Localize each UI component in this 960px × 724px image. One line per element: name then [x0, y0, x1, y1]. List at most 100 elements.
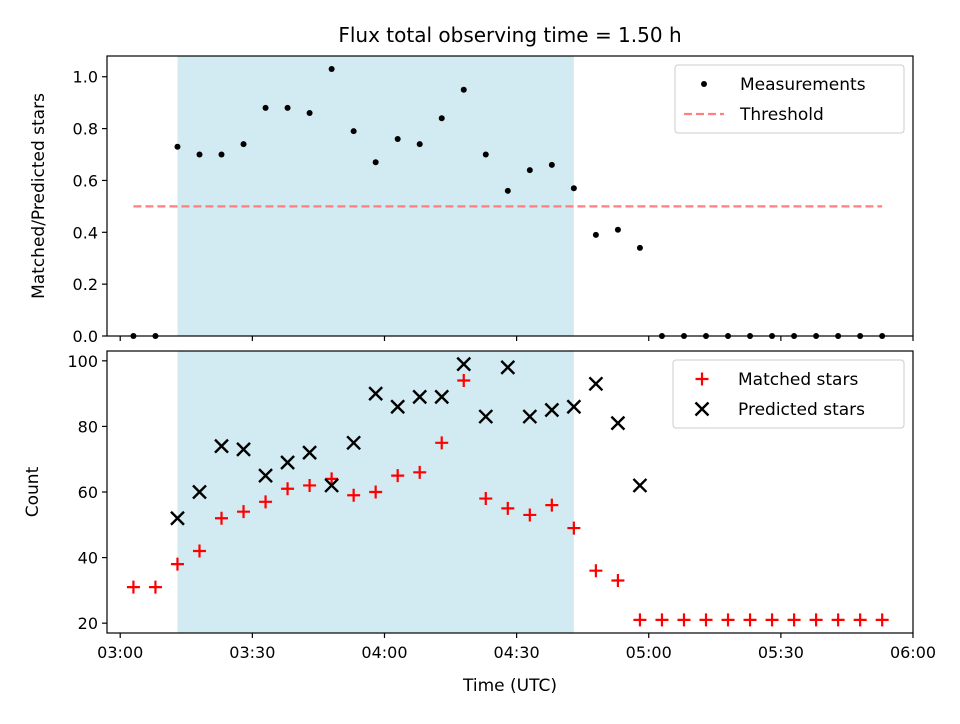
matched-star-point-stroke	[743, 613, 757, 627]
matched-star-point	[237, 505, 251, 519]
predicted-star-point-stroke	[478, 409, 494, 424]
legend-entry: Predicted stars	[694, 400, 865, 420]
legend-entry: Matched stars	[695, 370, 858, 390]
matched-star-point-stroke	[170, 557, 184, 571]
matched-star-point	[655, 613, 669, 627]
measurement-point	[328, 65, 335, 72]
y-tick-label: 1.0	[73, 68, 98, 87]
matched-star-point-stroke	[259, 495, 273, 509]
predicted-star-point-stroke	[236, 442, 251, 457]
matched-star-point	[413, 465, 427, 479]
predicted-star-point-stroke	[588, 376, 604, 392]
matched-star-point-stroke	[457, 374, 471, 388]
matched-star-point-stroke	[347, 488, 361, 502]
matched-star-point	[611, 574, 625, 588]
predicted-star-point	[544, 402, 560, 418]
matched-star-point-stroke	[215, 511, 229, 525]
predicted-star-point	[610, 415, 626, 431]
matched-star-point	[259, 495, 273, 509]
predicted-star-point-stroke	[302, 445, 317, 460]
count-panel: 03:00 03:30 04:00 04:30 05:00 05:30 06:00 20 40 6…	[23, 350, 936, 662]
matched-star-point-stroke	[809, 613, 823, 627]
measurement-point	[526, 167, 533, 174]
chart-title: Flux total observing time = 1.50 h	[338, 23, 681, 47]
measurement-point	[504, 187, 511, 194]
matched-star-point-stroke	[677, 613, 691, 627]
measurement-point	[394, 135, 401, 142]
matched-star-point-stroke	[787, 613, 801, 627]
measurement-point	[482, 151, 489, 158]
predicted-star-point-stroke	[500, 360, 516, 375]
measurement-point	[548, 161, 555, 168]
matched-star-point	[479, 492, 493, 506]
matched-star-point	[303, 478, 317, 492]
predicted-star-point	[258, 468, 273, 483]
predicted-star-point	[412, 389, 428, 405]
predicted-star-point	[214, 438, 229, 454]
ratio-panel: 0.0 0.2 0.4 0.6 0.8 1.0 Matched/Predicted star…	[29, 55, 914, 346]
measurement-point	[306, 110, 313, 117]
predicted-star-point-stroke	[214, 438, 229, 454]
matched-star-point-stroke	[435, 436, 449, 450]
matched-star-point	[831, 613, 845, 627]
x-tick-label: 03:00	[97, 643, 143, 662]
measurement-point	[240, 141, 247, 148]
y-axis-label: Count	[23, 466, 43, 517]
measurement-point	[438, 115, 445, 122]
predicted-star-point	[280, 455, 295, 470]
matched-star-point-stroke	[589, 564, 603, 578]
legend-entry: Measurements	[701, 75, 866, 95]
legend-label: Matched stars	[738, 370, 858, 390]
matched-star-point-stroke	[545, 498, 559, 512]
predicted-star-point	[192, 484, 207, 500]
matched-star-point-stroke	[633, 613, 647, 627]
matched-star-point-stroke	[655, 613, 669, 627]
predicted-star-point	[346, 435, 361, 451]
measurement-point	[372, 159, 379, 166]
predicted-star-point	[368, 386, 384, 401]
measurement-point	[592, 231, 599, 238]
matched-star-point-stroke	[391, 469, 405, 483]
legend-box	[672, 359, 905, 429]
predicted-star-point	[478, 409, 494, 424]
matched-star-point	[501, 501, 515, 515]
measurement-point	[614, 226, 621, 233]
predicted-star-point-stroke	[280, 455, 295, 470]
predicted-star-point	[632, 478, 648, 493]
matched-star-point-stroke	[875, 613, 889, 627]
predicted-star-point	[456, 356, 472, 372]
matched-star-point	[369, 485, 383, 499]
x-tick-label: 05:30	[758, 643, 804, 662]
matched-star-point	[347, 488, 361, 502]
legend: Measurements Threshold	[674, 64, 905, 134]
matched-star-point-stroke	[303, 478, 317, 492]
legend-label: Measurements	[740, 75, 866, 95]
x-tick-label: 05:00	[626, 643, 672, 662]
legend-swatch-stroke	[694, 401, 710, 417]
matched-star-point	[677, 613, 691, 627]
matched-star-point-stroke	[479, 492, 493, 506]
matched-star-point	[545, 498, 559, 512]
predicted-star-point-stroke	[412, 389, 428, 405]
matched-star-point-stroke	[192, 544, 206, 558]
matched-star-point-stroke	[501, 501, 515, 515]
legend-swatch	[695, 372, 709, 386]
y-tick-label: 0.6	[73, 171, 98, 190]
measurement-point	[570, 185, 577, 192]
matched-star-point	[170, 557, 184, 571]
predicted-star-point	[236, 442, 251, 457]
matched-star-point	[192, 544, 206, 558]
y-axis-label: Matched/Predicted stars	[29, 93, 49, 299]
predicted-star-point-stroke	[346, 435, 361, 451]
legend-entry: Threshold	[684, 105, 824, 125]
legend-swatch	[694, 401, 710, 417]
y-tick-label: 100	[67, 352, 98, 371]
matched-star-point-stroke	[523, 508, 537, 522]
predicted-star-point	[588, 376, 604, 392]
measurement-point	[174, 143, 181, 150]
matched-star-point	[765, 613, 779, 627]
matched-star-point	[523, 508, 537, 522]
predicted-star-point	[566, 399, 582, 415]
predicted-star-point-stroke	[324, 478, 339, 493]
